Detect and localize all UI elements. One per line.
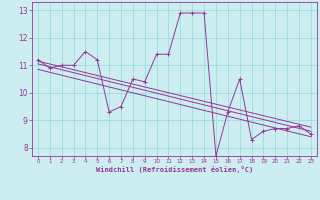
X-axis label: Windchill (Refroidissement éolien,°C): Windchill (Refroidissement éolien,°C) [96,166,253,173]
